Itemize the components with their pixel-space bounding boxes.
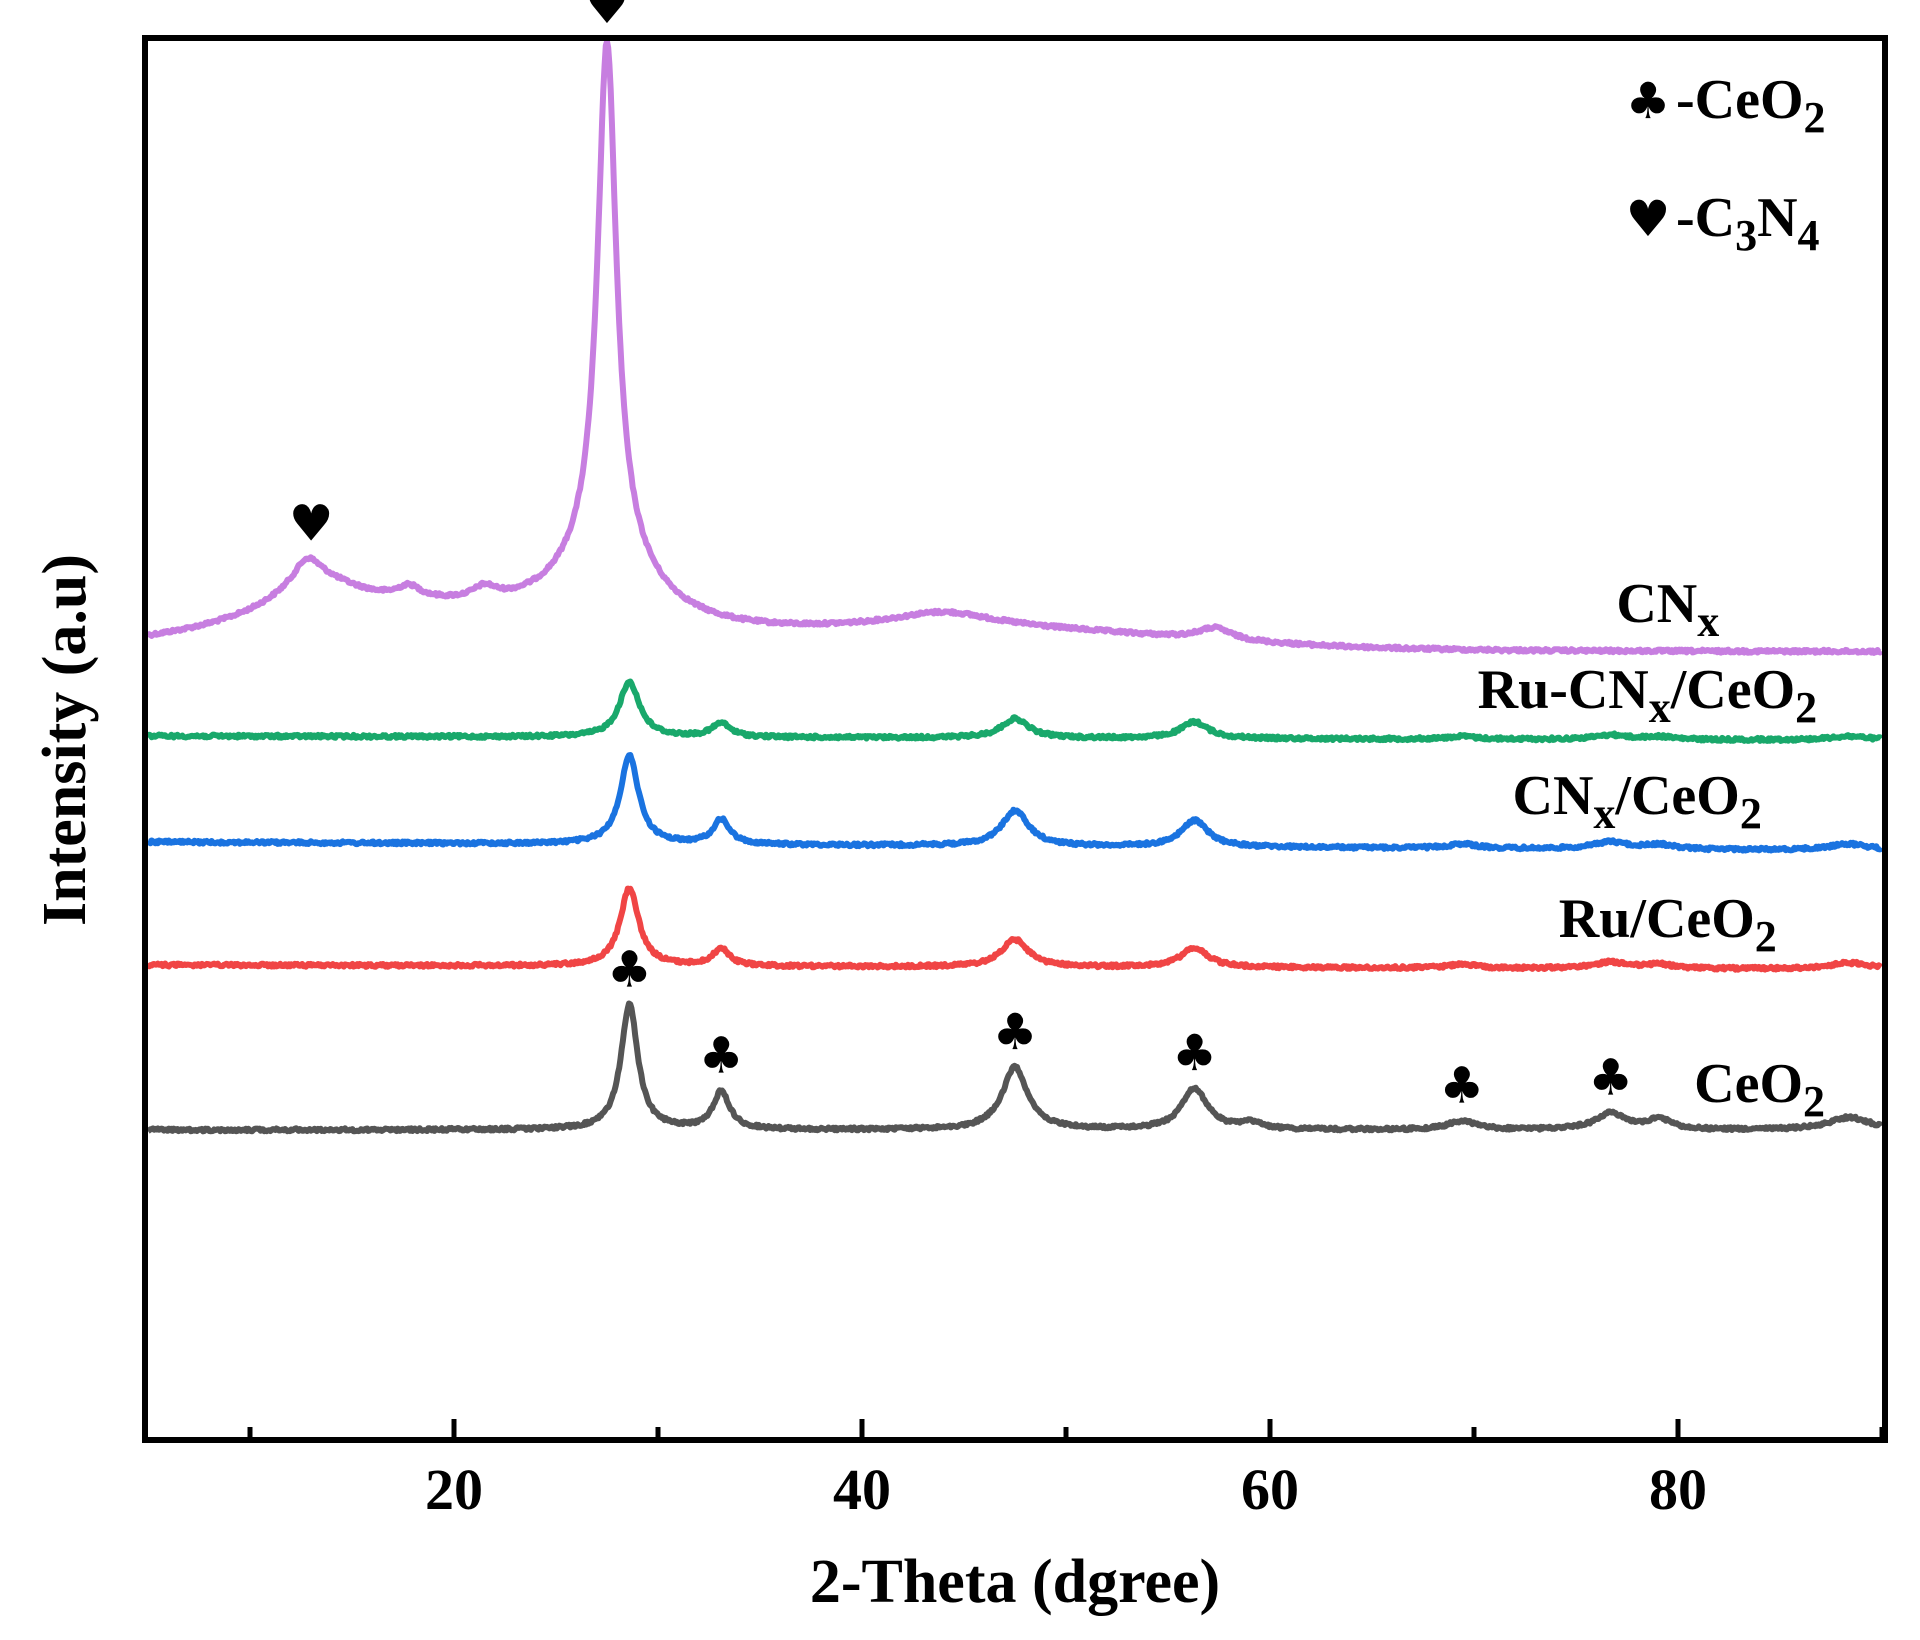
club-marker-6: ♣ [1439,1057,1484,1115]
plot-frame [142,35,1888,1443]
series-label-4: CeO2 [1694,1053,1825,1126]
series-line-4 [146,1000,1884,1135]
club-marker-4: ♣ [993,1003,1038,1061]
x-tick-label-20: 20 [425,1457,483,1522]
heart-icon: ♥ [1626,190,1671,248]
series-line-0 [145,38,1884,656]
heart-marker-1: ♥ [289,495,334,553]
series-label-1: Ru-CNx/CeO2 [1478,659,1818,732]
series-line-3 [145,885,1883,973]
club-marker-3: ♣ [699,1027,744,1085]
x-tick-label-40: 40 [833,1457,891,1522]
club-icon: ♣ [1626,72,1671,130]
x-axis: 20 40 60 80 [247,1419,1885,1522]
legend-entry-1: ♥ -C3N4 [1626,187,1820,260]
series-layer [145,38,1884,1135]
club-marker-7: ♣ [1588,1049,1633,1107]
peak-markers: ♥ ♥ ♣ ♣ ♣ ♣ ♣ ♣ [289,0,1633,1115]
y-axis-title: Intensity (a.u) [31,554,99,926]
legend-label-0: -CeO2 [1676,69,1826,142]
x-tick-label-80: 80 [1649,1457,1707,1522]
legend-label-1: -C3N4 [1676,187,1820,260]
series-label-2: CNx/CeO2 [1513,765,1762,838]
series-labels: CNx Ru-CNx/CeO2 CNx/CeO2 Ru/CeO2 CeO2 [1478,573,1825,1126]
heart-marker-0: ♥ [585,0,630,35]
club-marker-5: ♣ [1172,1024,1217,1082]
series-label-3: Ru/CeO2 [1559,888,1777,961]
legend-entry-0: ♣ -CeO2 [1626,69,1826,142]
club-marker-2: ♣ [607,940,652,998]
x-axis-title: 2-Theta (dgree) [810,1548,1220,1616]
legend: ♣ -CeO2♥ -C3N4 [1626,69,1826,260]
x-tick-label-60: 60 [1241,1457,1299,1522]
series-label-0: CNx [1616,573,1719,646]
series-line-1 [145,678,1884,744]
series-line-2 [146,752,1884,854]
